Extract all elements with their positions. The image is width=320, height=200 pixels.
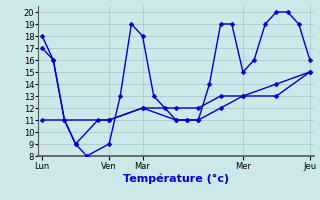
X-axis label: Température (°c): Température (°c) [123, 173, 229, 184]
